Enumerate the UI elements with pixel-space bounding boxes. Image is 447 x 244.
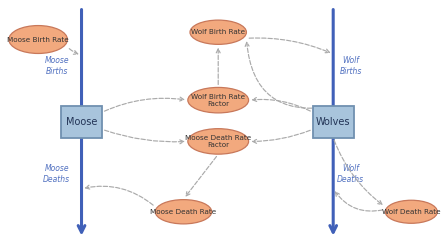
Text: Moose Death Rate: Moose Death Rate (150, 209, 217, 215)
Text: Moose Death Rate
Factor: Moose Death Rate Factor (185, 135, 251, 148)
Ellipse shape (190, 20, 246, 44)
Ellipse shape (188, 129, 249, 154)
Text: Wolves: Wolves (316, 117, 350, 127)
Ellipse shape (9, 26, 67, 53)
Text: Moose
Deaths: Moose Deaths (43, 164, 70, 184)
Text: Moose: Moose (66, 117, 97, 127)
Text: Moose Birth Rate: Moose Birth Rate (7, 37, 69, 42)
Ellipse shape (385, 200, 437, 223)
FancyBboxPatch shape (312, 106, 354, 138)
Text: Wolf Birth Rate: Wolf Birth Rate (191, 29, 245, 35)
Ellipse shape (188, 87, 249, 113)
FancyBboxPatch shape (61, 106, 102, 138)
Text: Wolf Birth Rate
Factor: Wolf Birth Rate Factor (191, 94, 245, 107)
Text: Wolf
Births: Wolf Births (339, 57, 362, 76)
Text: Wolf Death Rate: Wolf Death Rate (382, 209, 441, 215)
Ellipse shape (155, 200, 212, 224)
Text: Wolf
Deaths: Wolf Deaths (337, 164, 364, 184)
Text: Moose
Births: Moose Births (45, 57, 69, 76)
